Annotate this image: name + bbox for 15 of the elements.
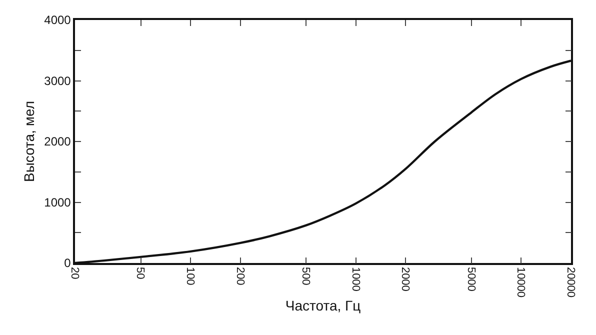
x-tick-label: 1000 xyxy=(349,266,362,292)
y-tick-label: 4000 xyxy=(44,13,72,28)
x-tick-label: 20000 xyxy=(564,266,576,298)
x-tick-label: 200 xyxy=(234,266,246,286)
y-tick-label: 3000 xyxy=(44,74,72,88)
x-tick-label: 50 xyxy=(134,266,146,280)
x-tick-label: 100 xyxy=(184,266,196,286)
y-tick-label: 1000 xyxy=(44,195,72,210)
y-tick-label: 2000 xyxy=(44,134,72,149)
x-axis-title: Частота, Гц xyxy=(285,297,361,314)
x-tick-label: 5000 xyxy=(464,266,477,292)
x-tick-label: 500 xyxy=(300,266,312,286)
x-tick-label: 10000 xyxy=(514,266,527,298)
x-tick-label: 2000 xyxy=(399,266,412,292)
y-axis-title: Высота, мел xyxy=(21,101,38,182)
